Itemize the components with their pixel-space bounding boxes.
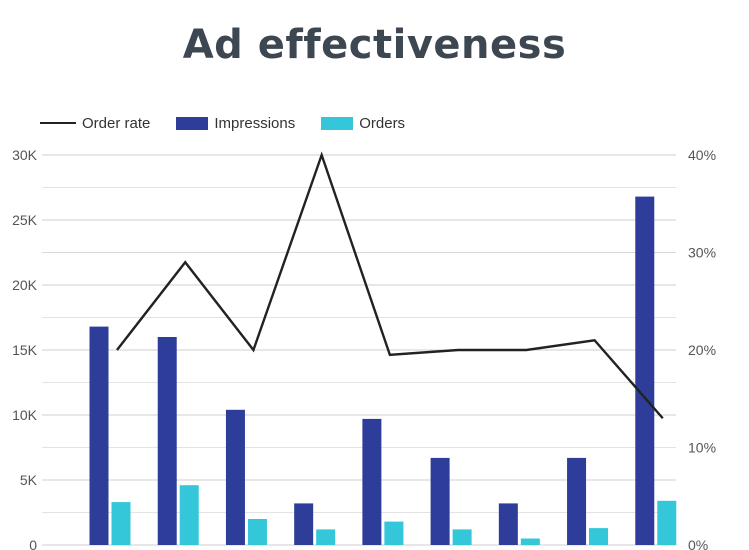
bar-orders: [520, 538, 540, 545]
chart-title: Ad effectiveness: [182, 22, 567, 68]
y-left-tick-label: 20K: [12, 277, 38, 293]
y-left-tick-label: 10K: [12, 407, 38, 423]
y-right-tick-label: 20%: [688, 342, 716, 358]
y-right-tick-label: 30%: [688, 245, 716, 261]
y-right-tick-label: 0%: [688, 537, 708, 550]
y-left-tick-label: 0: [29, 537, 37, 550]
legend-swatch-impressions: [176, 116, 209, 130]
bar-impressions: [567, 457, 587, 545]
bar-impressions: [430, 457, 450, 545]
legend-label-impressions: Impressions: [214, 114, 296, 132]
bar-impressions: [225, 409, 245, 545]
bar-impressions: [498, 503, 518, 545]
y-left-tick-label: 30K: [12, 147, 38, 163]
bar-impressions: [635, 196, 655, 545]
legend: Order rate Impressions Orders: [40, 112, 431, 134]
y-right-tick-label: 40%: [688, 147, 716, 163]
legend-item-order-rate: Order rate: [40, 115, 150, 132]
y-left-tick-label: 15K: [12, 342, 38, 358]
bar-orders: [589, 528, 609, 545]
legend-item-orders: Orders: [321, 115, 405, 132]
y-right-tick-label: 10%: [688, 440, 716, 456]
legend-label-order-rate: Order rate: [82, 114, 151, 132]
bar-orders: [247, 519, 267, 545]
bar-impressions: [157, 337, 177, 545]
legend-item-impressions: Impressions: [176, 115, 295, 132]
line-order-rate: [116, 151, 664, 420]
bar-impressions: [362, 418, 382, 545]
bar-impressions: [89, 326, 109, 545]
bar-orders: [452, 529, 472, 545]
bar-orders: [316, 529, 336, 545]
bar-orders: [179, 485, 199, 545]
legend-swatch-order-rate: [40, 122, 76, 124]
legend-label-orders: Orders: [359, 114, 406, 132]
bar-orders: [384, 521, 404, 545]
bar-orders: [111, 502, 131, 545]
y-left-tick-label: 5K: [20, 472, 38, 488]
legend-swatch-orders: [321, 116, 354, 130]
y-left-tick-label: 25K: [12, 212, 38, 228]
bar-impressions: [294, 503, 314, 545]
bar-orders: [657, 500, 677, 545]
